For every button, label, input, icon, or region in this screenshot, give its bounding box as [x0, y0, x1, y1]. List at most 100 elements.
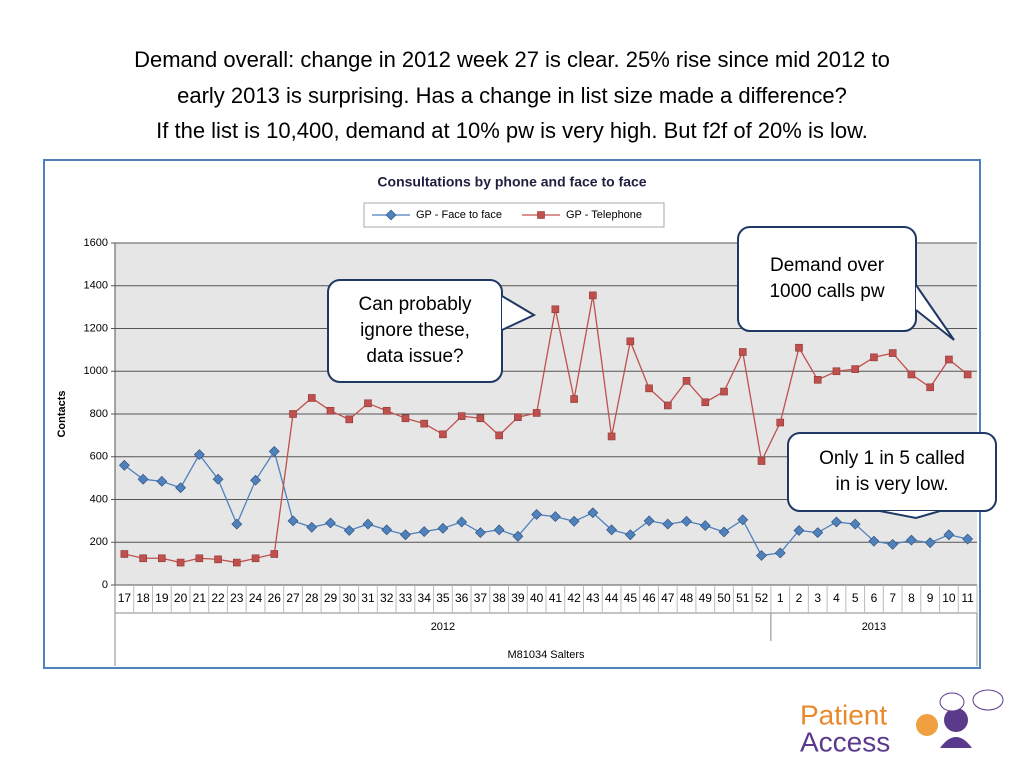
logo: Patient Access: [800, 689, 1004, 757]
point: [795, 343, 803, 352]
x-tick-label: 17: [118, 591, 132, 605]
point: [887, 538, 899, 550]
legend-label: GP - Face to face: [416, 209, 502, 221]
x-tick-label: 45: [624, 591, 638, 605]
point: [457, 412, 466, 420]
chart-title: Consultations by phone and face to face: [377, 174, 646, 190]
point: [626, 337, 635, 346]
point: [738, 348, 747, 356]
point: [325, 517, 336, 529]
point: [385, 209, 397, 221]
point: [813, 375, 822, 384]
logo-word: Patient: [800, 699, 887, 730]
logo-icon: [939, 692, 965, 712]
slide-title-line: If the list is 10,400, demand at 10% pw …: [156, 118, 868, 143]
logo-icon: [972, 689, 1004, 711]
x-axis-label: M81034 Salters: [507, 649, 585, 661]
point: [456, 516, 468, 528]
point: [589, 291, 597, 300]
y-tick-label: 1000: [84, 365, 108, 377]
series-line: [123, 449, 968, 557]
point: [774, 547, 786, 559]
x-tick-label: 48: [680, 591, 694, 605]
callout-text: data issue?: [366, 346, 463, 367]
point: [474, 527, 486, 539]
y-tick-label: 1600: [84, 237, 108, 249]
point: [307, 394, 316, 402]
point: [568, 515, 580, 527]
point: [924, 537, 936, 549]
x-tick-label: 31: [361, 591, 375, 605]
x-tick-label: 40: [530, 591, 544, 605]
x-tick-label: 39: [511, 591, 525, 605]
point: [664, 401, 672, 410]
point: [905, 534, 917, 546]
legend-box: [363, 202, 665, 228]
x-tick-label: 9: [927, 591, 934, 605]
x-tick-label: 11: [961, 591, 974, 605]
annotations: Can probably ignore these, data issue? Dema…: [327, 226, 997, 520]
point: [401, 414, 410, 423]
point: [476, 414, 485, 423]
callout-tail: [879, 510, 941, 520]
point: [757, 457, 766, 465]
x-tick-label: 24: [249, 591, 263, 605]
point: [120, 550, 129, 558]
callout-text: ignore these,: [360, 320, 470, 341]
x-tick-label: 42: [567, 591, 581, 605]
point: [400, 529, 411, 541]
point: [701, 398, 710, 407]
point: [137, 473, 149, 485]
point: [493, 524, 505, 536]
point: [737, 514, 749, 526]
callout-text: in is very low.: [836, 474, 949, 495]
point: [962, 533, 974, 545]
point: [570, 395, 578, 403]
point: [250, 474, 261, 486]
x-tick-label: 49: [699, 591, 713, 605]
point: [270, 550, 279, 558]
point: [926, 383, 934, 392]
callout-text: Demand over: [770, 255, 885, 276]
point: [832, 367, 841, 376]
x-tick-label: 47: [661, 591, 675, 605]
x-tick-label: 4: [833, 591, 840, 605]
point: [606, 524, 618, 536]
x-tick-label: 1: [777, 591, 784, 605]
x-tick-label: 29: [324, 591, 338, 605]
point: [720, 387, 728, 396]
x-tick-label: 10: [942, 591, 956, 605]
point: [868, 535, 880, 547]
point: [682, 377, 691, 385]
logo-word: Access: [800, 726, 890, 757]
x-tick-label: 50: [717, 591, 731, 605]
point: [212, 473, 224, 485]
x-tick-label: 22: [211, 591, 225, 605]
x-tick-label: 28: [305, 591, 319, 605]
point: [345, 415, 354, 424]
point: [681, 515, 692, 527]
point: [326, 406, 335, 415]
logo-icon: [940, 737, 972, 748]
y-tick-label: 800: [90, 408, 108, 420]
point: [420, 419, 428, 428]
callout-text: Can probably: [358, 294, 472, 315]
point: [176, 558, 185, 567]
point: [195, 554, 204, 563]
x-tick-label: 36: [455, 591, 469, 605]
point: [888, 349, 897, 357]
point: [289, 410, 297, 418]
point: [870, 353, 878, 362]
point: [268, 445, 280, 457]
y-tick-label: 200: [90, 536, 108, 548]
point: [214, 555, 222, 564]
logo-icon: [916, 714, 938, 736]
point: [381, 524, 393, 536]
callout-box: [737, 226, 917, 332]
y-tick-label: 1400: [84, 280, 108, 292]
x-tick-label: 44: [605, 591, 619, 605]
point: [118, 459, 130, 471]
point: [718, 526, 730, 538]
point: [943, 529, 955, 541]
